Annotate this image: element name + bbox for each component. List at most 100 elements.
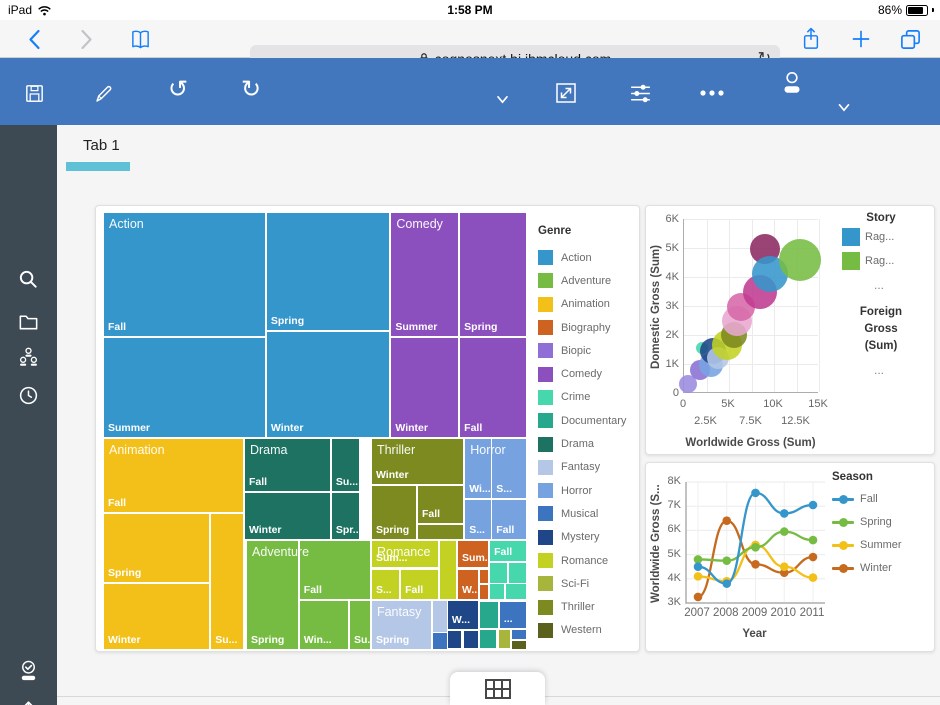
treemap-cell-musical-[interactable]: ... [499, 602, 526, 628]
treemap-cell-crime-cell[interactable] [509, 563, 526, 583]
treemap-cell-musical-cell[interactable] [511, 629, 526, 639]
story-legend-item[interactable]: Rag... [842, 228, 894, 246]
genre-legend-item-action[interactable]: Action [538, 246, 633, 269]
treemap-cell-fantasy-cell[interactable] [433, 601, 447, 632]
treemap-cell-animation-spring[interactable]: Spring [104, 514, 210, 583]
treemap-cell-mystery-w-[interactable]: W... [447, 601, 479, 629]
treemap-cell-horror-s-[interactable]: S... [492, 438, 526, 499]
treemap-cell-horror-s-[interactable]: S... [465, 499, 491, 540]
edit-pencil-button[interactable] [91, 80, 117, 106]
line-point-spring[interactable] [779, 527, 789, 536]
upload-icon[interactable] [17, 699, 40, 705]
size-legend-more[interactable]: ... [874, 363, 885, 377]
bubble-chart-widget[interactable]: Domestic Gross (Sum) 0 1K 2K 3K 4K 5K 6K 0 2.5K… [645, 205, 935, 455]
treemap-cell-biography-cell[interactable] [480, 569, 489, 584]
treemap-cell-mystery-cell[interactable] [463, 630, 479, 649]
treemap-cell-action-fall[interactable]: Action Fall [104, 213, 266, 336]
treemap-cell-thriller-spring[interactable]: Spring [371, 485, 416, 540]
share-button[interactable] [799, 27, 823, 51]
line-point-spring[interactable] [751, 543, 760, 552]
treemap-cell-action-spring[interactable]: Spring [266, 213, 390, 330]
genre-legend-item-biography[interactable]: Biography [538, 316, 633, 339]
treemap-cell-animation-winter[interactable]: Winter [104, 584, 210, 649]
treemap-cell-drama-spr-[interactable]: Spr... [331, 493, 359, 540]
treemap-cell-crime-cell[interactable] [505, 584, 526, 600]
line-point-winter[interactable] [751, 559, 760, 569]
treemap-cell-romance-cell[interactable] [439, 541, 456, 600]
treemap-cell-animation-fall[interactable]: Animation Fall [104, 438, 243, 513]
line-point-spring[interactable] [693, 555, 703, 564]
treemap-cell-adventure-spring[interactable]: Adventure Spring [247, 541, 309, 649]
treemap-cell-western-cell[interactable] [511, 641, 526, 649]
genre-legend-item-thriller[interactable]: Thriller [538, 595, 633, 618]
genre-legend-item-western[interactable]: Western [538, 619, 633, 642]
treemap-cell-horror-wi-[interactable]: Horror Wi... [465, 438, 506, 499]
tab-1[interactable]: Tab 1 [83, 137, 120, 154]
treemap-cell-thriller-winter[interactable]: Thriller Winter [371, 438, 464, 485]
bubble-point[interactable] [779, 238, 822, 281]
treemap-cell-romance-s-[interactable]: S... [371, 569, 399, 600]
undo-button[interactable]: ↺ [167, 75, 189, 103]
treemap-cell-documentary-cell[interactable] [480, 602, 499, 628]
filters-button[interactable] [627, 80, 653, 106]
forward-button[interactable] [74, 27, 98, 51]
team-icon[interactable] [17, 346, 40, 369]
treemap-cell-animation-su-[interactable]: Su... [211, 514, 243, 649]
treemap-cell-crime-cell[interactable] [490, 584, 505, 600]
line-chart-widget[interactable]: Worldwide Gross (S... 3K 4K 5K 6K 7K 8K 2007 2… [645, 462, 935, 652]
save-button[interactable] [21, 80, 47, 106]
line-point-winter[interactable] [808, 552, 818, 562]
treemap-cell-thriller-fall[interactable]: Fall [417, 485, 464, 524]
line-point-winter[interactable] [779, 568, 789, 578]
toolbar-chevron-down-icon[interactable] [831, 94, 857, 120]
treemap-cell-comedy-fall[interactable]: Fall [460, 338, 526, 437]
line-point-fall[interactable] [751, 488, 760, 498]
line-point-spring[interactable] [722, 556, 732, 565]
genre-legend-item-drama[interactable]: Drama [538, 432, 633, 455]
line-point-summer[interactable] [693, 572, 703, 581]
genre-legend-item-romance[interactable]: Romance [538, 549, 633, 572]
treemap-cell-mystery-cell[interactable] [447, 630, 462, 649]
treemap-cell-drama-winter[interactable]: Winter [244, 493, 330, 540]
genre-legend-item-horror[interactable]: Horror [538, 479, 633, 502]
treemap-cell-documentary-cell[interactable] [480, 629, 497, 649]
tabs-button[interactable] [898, 27, 922, 51]
treemap-cell-sci-fi-cell[interactable] [498, 629, 510, 649]
genre-legend-item-biopic[interactable]: Biopic [538, 339, 633, 362]
treemap-cell-biography-sum-[interactable]: Sum... [458, 541, 488, 568]
treemap-cell-drama-fall[interactable]: Drama Fall [244, 438, 330, 492]
redo-button[interactable]: ↻ [240, 75, 262, 103]
treemap-cell-comedy-summer[interactable]: Comedy Summer [391, 213, 459, 336]
treemap-cell-adventure-win-[interactable]: Win... [299, 601, 348, 649]
treemap-cell-crime-cell[interactable] [490, 563, 507, 583]
line-point-spring[interactable] [808, 535, 818, 545]
genre-legend-item-comedy[interactable]: Comedy [538, 362, 633, 385]
treemap-cell-adventure-fall[interactable]: Fall [299, 541, 370, 599]
treemap-cell-adventure-su-[interactable]: Su... [350, 601, 370, 649]
treemap-cell-fantasy-spring[interactable]: Fantasy Spring [371, 601, 432, 649]
genre-legend-item-documentary[interactable]: Documentary [538, 409, 633, 432]
line-point-summer[interactable] [779, 562, 789, 571]
genre-legend-item-sci-fi[interactable]: Sci-Fi [538, 572, 633, 595]
bubble-point[interactable] [678, 375, 697, 394]
treemap-cell-action-summer[interactable]: Summer [104, 338, 266, 437]
treemap-cell-thriller-cell[interactable] [417, 525, 464, 540]
line-point-fall[interactable] [808, 500, 818, 510]
back-button[interactable] [22, 27, 46, 51]
folder-icon[interactable] [17, 310, 40, 333]
bookmarks-button[interactable] [128, 27, 152, 51]
line-point-winter[interactable] [722, 516, 732, 526]
season-legend-item-fall[interactable]: Fall [832, 493, 878, 505]
genre-legend-item-crime[interactable]: Crime [538, 386, 633, 409]
genre-legend-item-musical[interactable]: Musical [538, 502, 633, 525]
fullscreen-button[interactable] [553, 80, 579, 106]
show-data-table-button[interactable] [450, 672, 545, 705]
more-options-button[interactable] [699, 80, 725, 106]
new-tab-button[interactable] [849, 27, 873, 51]
genre-legend-item-fantasy[interactable]: Fantasy [538, 456, 633, 479]
treemap-cell-horror-fall[interactable]: Fall [492, 499, 526, 540]
treemap-cell-action-winter[interactable]: Winter [266, 332, 390, 437]
story-legend-more[interactable]: ... [874, 278, 885, 292]
treemap-cell-drama-su-[interactable]: Su... [331, 438, 359, 492]
treemap-cell-biography-cell[interactable] [480, 585, 489, 600]
